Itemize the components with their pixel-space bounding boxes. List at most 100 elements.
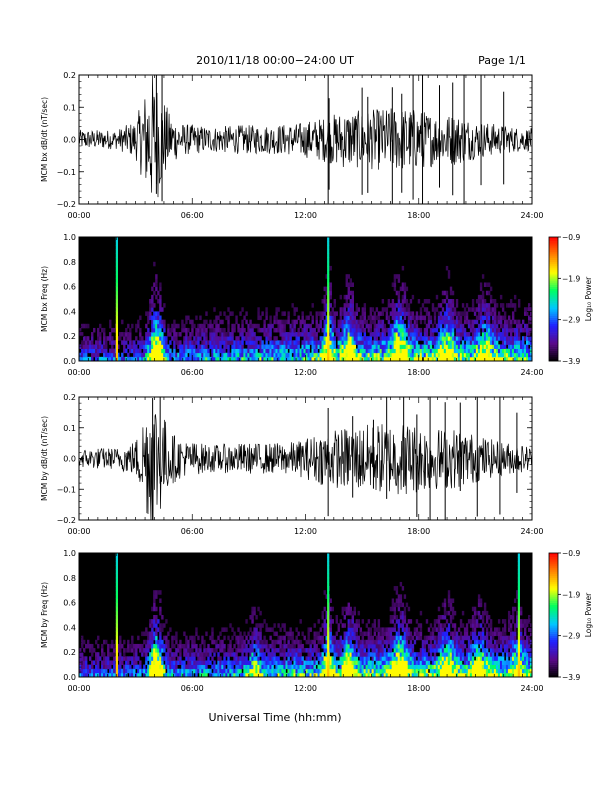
spectrogram-cell <box>482 640 484 645</box>
spectrogram-cell <box>336 665 338 670</box>
spectrogram-cell <box>462 611 464 616</box>
spectrogram-cell <box>324 295 326 300</box>
spectrogram-cell <box>358 623 360 628</box>
spectrogram-cell <box>518 299 520 304</box>
x-tick-label: 18:00 <box>407 368 430 377</box>
spectrogram-cell <box>263 324 265 329</box>
spectrogram-cell <box>97 644 99 649</box>
spectrogram-vertical-line <box>327 237 329 361</box>
colorbar-segment <box>549 311 558 313</box>
spectrogram-cell <box>352 615 354 620</box>
spectrogram-cell <box>223 328 225 333</box>
spectrogram-cell <box>420 636 422 641</box>
spectrogram-cell <box>223 311 225 316</box>
spectrogram-cell <box>354 611 356 616</box>
spectrogram-cell <box>277 307 279 312</box>
spectrogram-cell <box>211 656 213 661</box>
spectrogram-cell <box>287 656 289 661</box>
spectrogram-cell <box>424 648 426 653</box>
spectrogram-cell <box>231 627 233 632</box>
spectrogram-cell <box>251 648 253 653</box>
spectrogram-cell <box>318 619 320 624</box>
spectrogram-cell <box>159 295 161 300</box>
spectrogram-cell <box>330 627 332 632</box>
spectrogram-cell <box>87 640 89 645</box>
spectrogram-cell <box>221 320 223 325</box>
spectrogram-cell <box>209 652 211 657</box>
spectrogram-cell <box>478 332 480 337</box>
spectrogram-cell <box>203 656 205 661</box>
spectrogram-cell <box>253 611 255 616</box>
spectrogram-cell <box>191 648 193 653</box>
spectrogram-cell <box>245 652 247 657</box>
spectrogram-cell <box>295 320 297 325</box>
colorbar-segment <box>549 266 558 268</box>
spectrogram-cell <box>231 336 233 341</box>
spectrogram-cell <box>312 316 314 321</box>
spectrogram-cell <box>468 636 470 641</box>
spectrogram-cell <box>205 320 207 325</box>
spectrogram-cell <box>269 316 271 321</box>
spectrogram-cell <box>193 636 195 641</box>
spectrogram-cell <box>289 353 291 358</box>
spectrogram-cell <box>179 652 181 657</box>
spectrogram-cell <box>406 287 408 292</box>
spectrogram-cell <box>185 320 187 325</box>
spectrogram-cell <box>472 656 474 661</box>
spectrogram-cell <box>301 316 303 321</box>
spectrogram-cell <box>179 640 181 645</box>
colorbar-segment <box>549 299 558 301</box>
spectrogram-cell <box>223 636 225 641</box>
spectrogram-cell <box>167 632 169 637</box>
spectrogram-cell <box>113 328 115 333</box>
spectrogram-cell <box>332 332 334 337</box>
spectrogram-cell <box>159 598 161 603</box>
spectrogram-cell <box>299 640 301 645</box>
spectrogram-cell <box>400 582 402 587</box>
spectrogram-cell <box>416 340 418 345</box>
spectrogram-cell <box>338 627 340 632</box>
spectrogram-cell <box>247 632 249 637</box>
spectrogram-cell <box>159 652 161 657</box>
spectrogram-cell <box>472 324 474 329</box>
spectrogram-cell <box>205 328 207 333</box>
spectrogram-cell <box>382 299 384 304</box>
spectrogram-cell <box>480 282 482 287</box>
spectrogram-cell <box>338 623 340 628</box>
spectrogram-cell <box>398 278 400 283</box>
spectrogram-cell <box>119 648 121 653</box>
spectrogram-cell <box>153 291 155 296</box>
spectrogram-cell <box>370 632 372 637</box>
spectrogram-cell <box>430 640 432 645</box>
spectrogram-cell <box>462 652 464 657</box>
colorbar-segment <box>549 338 558 340</box>
spectrogram-cell <box>119 652 121 657</box>
spectrogram-cell <box>261 311 263 316</box>
spectrogram-cell <box>195 644 197 649</box>
spectrogram-cell <box>314 640 316 645</box>
spectrogram-cell <box>293 311 295 316</box>
spectrogram-cell <box>304 320 306 325</box>
spectrogram-cell <box>450 603 452 608</box>
spectrogram-cell <box>283 669 285 674</box>
spectrogram-cell <box>217 324 219 329</box>
spectrogram-cell <box>482 627 484 632</box>
spectrogram-cell <box>183 324 185 329</box>
waveform-series <box>79 414 532 525</box>
spectrogram-cell <box>318 648 320 653</box>
spectrogram-cell <box>364 307 366 312</box>
spectrogram-cell <box>348 274 350 279</box>
colorbar-segment <box>549 258 558 260</box>
spectrogram-cell <box>295 627 297 632</box>
spectrogram-cell <box>175 336 177 341</box>
spectrogram-cell <box>153 262 155 267</box>
spectrogram-cell <box>163 648 165 653</box>
spectrogram-cell <box>462 324 464 329</box>
spectrogram-cell <box>231 332 233 337</box>
colorbar-segment <box>549 243 558 245</box>
spectrogram-cell <box>155 594 157 599</box>
spectrogram-cell <box>404 291 406 296</box>
spectrogram-cell <box>374 320 376 325</box>
